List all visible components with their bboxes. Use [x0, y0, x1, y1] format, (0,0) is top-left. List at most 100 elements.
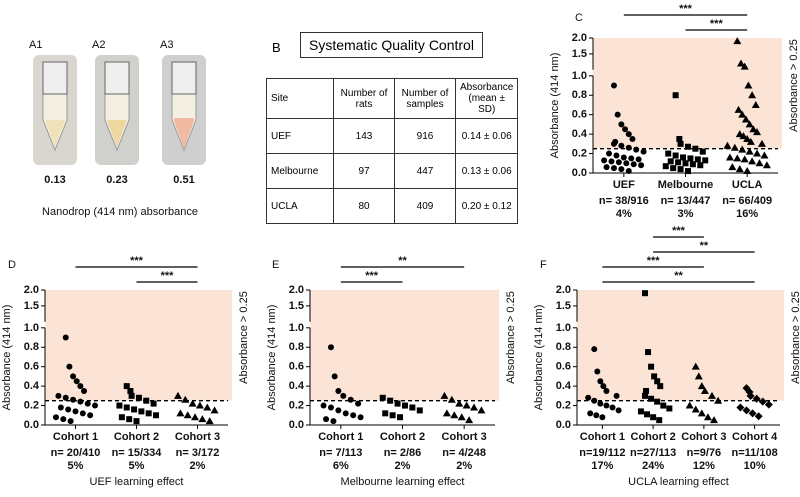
y2-axis-label: Absorbance > 0.25 [505, 291, 517, 384]
data-point [397, 414, 404, 421]
data-point [755, 159, 764, 167]
data-point [734, 105, 743, 113]
data-point [685, 401, 694, 409]
data-point [145, 410, 152, 417]
y-tick-label: 0.6 [289, 361, 304, 373]
data-point [692, 145, 699, 152]
data-point [65, 406, 72, 413]
data-point [198, 415, 207, 423]
data-point [608, 158, 615, 165]
data-point [603, 402, 610, 409]
data-point [753, 149, 762, 157]
data-point [465, 416, 474, 424]
pct-label: 24% [642, 460, 664, 472]
data-point [600, 383, 607, 390]
data-point [340, 392, 347, 399]
data-point [357, 414, 364, 421]
data-point [618, 166, 625, 173]
data-point [455, 399, 464, 407]
photo-value: 0.51 [173, 174, 194, 186]
data-point [135, 394, 142, 401]
data-point [740, 155, 749, 163]
cell: 80 [333, 188, 395, 224]
data-point [440, 391, 449, 399]
y2-axis-label: Absorbance > 0.25 [238, 291, 250, 384]
panel-letter: F [540, 259, 547, 271]
photo-label: A3 [160, 39, 173, 51]
data-point [127, 387, 134, 394]
n-label: n= 2/86 [384, 447, 422, 459]
y-tick-label: 2.0 [572, 32, 587, 44]
data-point [672, 152, 679, 159]
pct-label: 17% [591, 460, 613, 472]
cell: 0.20 ± 0.12 [454, 188, 519, 224]
data-point [738, 110, 747, 118]
y-axis-label: Absorbance (414 nm) [1, 305, 13, 411]
photo-value: 0.13 [44, 174, 65, 186]
data-point [591, 397, 598, 404]
data-point [188, 399, 197, 407]
data-point [710, 416, 719, 424]
significance-label: *** [647, 255, 661, 267]
data-point [739, 132, 748, 140]
data-point [697, 382, 706, 390]
data-point [623, 160, 630, 167]
data-point [118, 414, 125, 421]
data-point [67, 418, 74, 425]
data-point [610, 140, 617, 147]
table-row: Melbourne 97 447 0.13 ± 0.06 [266, 153, 519, 189]
pct-label: 5% [68, 460, 84, 472]
significance-label: *** [365, 270, 379, 282]
cell: 0.14 ± 0.06 [454, 118, 519, 154]
data-point [181, 395, 190, 403]
data-point [57, 404, 64, 411]
x-tick-label: Cohort 4 [732, 431, 778, 443]
data-point [638, 162, 645, 169]
data-point [633, 146, 640, 153]
liquid [174, 118, 194, 148]
cell: 143 [333, 118, 395, 154]
n-label: n=27/113 [630, 447, 676, 459]
cap [171, 61, 197, 95]
chart-caption: Melbourne learning effect [341, 476, 465, 488]
data-point [665, 150, 672, 157]
data-point [126, 416, 133, 423]
data-point [610, 82, 617, 89]
cell: 447 [394, 153, 456, 189]
data-point [603, 164, 610, 171]
y-tick-label: 0.4 [24, 380, 40, 392]
data-point [745, 120, 754, 128]
cell: 97 [333, 153, 395, 189]
y-axis-label: Absorbance (414 nm) [266, 305, 278, 411]
chart-caption: UCLA learning effect [628, 476, 729, 488]
data-point [77, 383, 84, 390]
y-tick-label: 0.6 [572, 109, 587, 121]
data-point [335, 407, 342, 414]
table-row: UEF 143 916 0.14 ± 0.06 [266, 118, 519, 154]
data-point [615, 159, 622, 166]
significance-label: *** [130, 255, 144, 267]
y-tick-label: 0.8 [289, 341, 304, 353]
y-tick-label: 0.0 [572, 167, 587, 179]
data-point [753, 128, 762, 136]
n-label: n=9/76 [687, 447, 722, 459]
pct-label: 5% [129, 460, 145, 472]
y2-axis-label: Absorbance > 0.25 [788, 39, 800, 132]
y-tick-label: 2.0 [24, 284, 39, 296]
x-tick-label: Cohort 3 [681, 431, 726, 443]
data-point [618, 142, 625, 149]
data-point [680, 154, 687, 161]
data-point [183, 411, 192, 419]
data-point [327, 344, 334, 351]
pct-label: 2% [190, 460, 206, 472]
significance-label: ** [700, 240, 709, 252]
x-tick-label: Melbourne [658, 179, 714, 191]
data-point [153, 412, 160, 419]
data-point [660, 402, 667, 409]
data-point [697, 162, 704, 169]
cell: Number of samples [394, 78, 456, 119]
panel-letter: D [8, 259, 16, 271]
data-point [606, 150, 613, 157]
n-label: n=19/112 [579, 447, 625, 459]
cell: UEF [266, 118, 334, 154]
